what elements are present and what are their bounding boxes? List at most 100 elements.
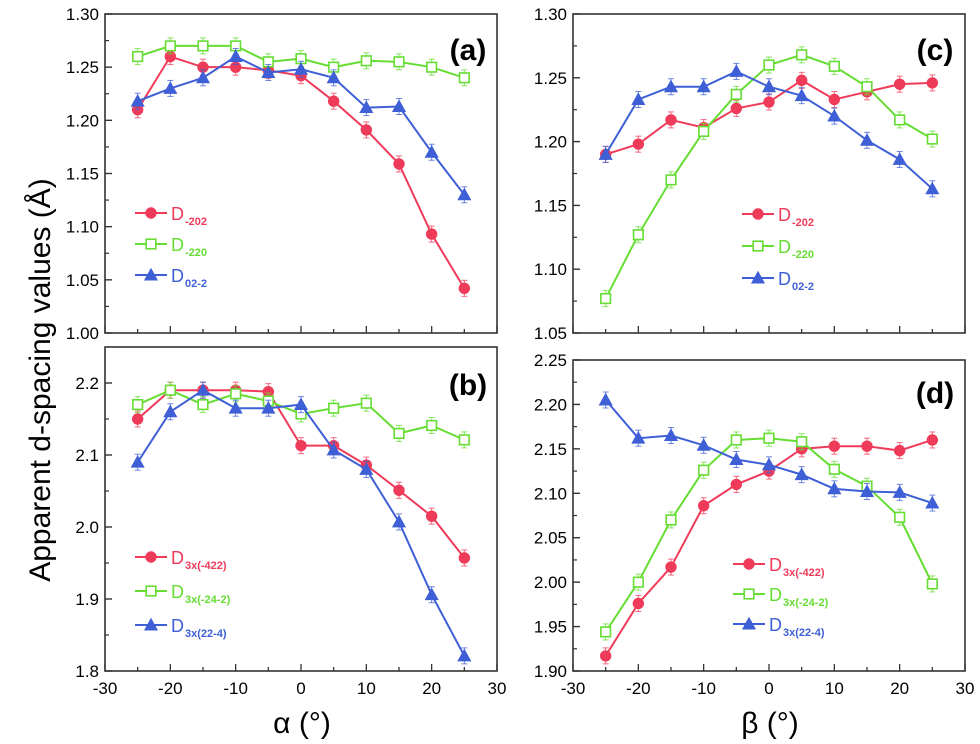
data-point <box>761 79 777 93</box>
x-tick-label: 10 <box>357 679 376 698</box>
panel-label: (b) <box>449 369 487 402</box>
data-point <box>697 500 710 512</box>
data-point <box>663 79 679 93</box>
data-point <box>828 440 841 452</box>
data-point <box>828 93 841 106</box>
data-point <box>360 55 372 67</box>
legend-entry: D 3x(22-4) <box>135 616 227 640</box>
data-point <box>632 138 645 150</box>
data-point <box>230 388 242 400</box>
data-point <box>425 228 438 240</box>
y-tick-label: 1.30 <box>534 5 567 24</box>
series-green <box>600 429 938 641</box>
legend-subscript: 02-2 <box>792 281 814 293</box>
x-tick-label: 0 <box>296 679 305 698</box>
data-point <box>295 439 307 452</box>
data-point <box>665 514 677 526</box>
data-point <box>796 436 808 448</box>
data-point <box>730 478 743 491</box>
legend-entry: D 3x(-24-2) <box>135 582 231 606</box>
data-point <box>665 174 677 186</box>
y-tick-label: 1.20 <box>534 133 567 152</box>
x-tick-label: 20 <box>422 679 441 698</box>
data-point <box>828 60 840 72</box>
data-point <box>894 114 906 126</box>
y-tick-label: 2.10 <box>534 484 567 503</box>
y-tick-label: 1.20 <box>66 111 99 130</box>
legend-label: D <box>769 555 782 575</box>
legend-subscript: 02-2 <box>185 278 207 290</box>
data-point <box>261 400 276 414</box>
panel-label: (c) <box>917 34 954 67</box>
y-tick-label: 1.10 <box>534 260 567 279</box>
panel-label: (d) <box>916 377 954 410</box>
x-tick-label: -10 <box>691 679 716 698</box>
data-point <box>293 62 309 75</box>
data-point <box>360 397 372 409</box>
x-tick-label: 0 <box>764 679 773 698</box>
data-point <box>424 145 439 158</box>
y-tick-label: 1.10 <box>66 218 99 237</box>
data-point <box>861 440 873 452</box>
legend-label: D <box>778 205 791 225</box>
legend-label: D <box>171 616 184 636</box>
y-tick-label: 1.25 <box>534 69 567 88</box>
series-line <box>604 399 933 505</box>
data-point <box>195 382 211 396</box>
data-point <box>132 398 144 411</box>
legend-label: D <box>769 615 782 635</box>
legend-label: D <box>778 237 791 257</box>
legend-label: D <box>769 585 782 605</box>
legend-subscript: 3x(-422) <box>185 560 227 572</box>
legend-entry: D -202 <box>742 205 814 229</box>
data-point <box>130 454 145 468</box>
series-green <box>132 37 470 87</box>
data-point <box>458 434 470 446</box>
y-tick-label: 2.1 <box>75 446 99 465</box>
data-point <box>698 464 710 476</box>
legend-subscript: 3x(-422) <box>783 567 825 579</box>
data-point <box>730 88 742 100</box>
legend-subscript: 3x(22-4) <box>185 628 227 640</box>
data-point <box>795 74 808 87</box>
data-point <box>665 561 677 573</box>
panel-d: 1.90 1.95 2.00 2.05 2.10 2.15 2.20 2.25 -30 -20 -1… <box>534 351 975 698</box>
x-tick-label: 10 <box>825 679 844 698</box>
y-tick-label: 1.00 <box>66 324 99 343</box>
series-blue <box>598 391 940 512</box>
y-tick-label: 2.2 <box>75 374 99 393</box>
legend-marker <box>143 267 159 281</box>
legend-subscript: -220 <box>792 249 814 261</box>
data-point <box>326 442 341 456</box>
data-point <box>163 81 178 94</box>
legend-subscript: -202 <box>792 217 814 229</box>
data-point <box>763 96 775 108</box>
legend-marker <box>750 270 766 284</box>
data-point <box>631 430 646 444</box>
data-point <box>293 397 309 411</box>
data-point <box>730 434 742 446</box>
legend-entry: D 3x(-24-2) <box>733 585 829 609</box>
data-point <box>197 40 209 52</box>
data-point <box>926 434 939 446</box>
data-point <box>926 578 938 590</box>
y-tick-label: 1.8 <box>75 662 99 681</box>
y-tick-label: 2.20 <box>534 395 567 414</box>
data-point <box>827 481 842 495</box>
data-point <box>393 484 405 496</box>
data-point <box>698 125 710 137</box>
legend-entry: D -220 <box>742 237 814 261</box>
legend-marker <box>145 585 157 597</box>
panel-b: 1.81.92.02.12.2-30 -20 -10 0 10 20 30D 3x(-422)… <box>75 346 506 698</box>
data-point <box>131 413 144 425</box>
data-point <box>763 59 775 71</box>
legend-subscript: -202 <box>185 216 207 228</box>
data-point <box>393 158 405 170</box>
legend-marker <box>145 238 157 250</box>
legend-entry: D -220 <box>135 235 207 259</box>
y-tick-label: 2.00 <box>534 573 567 592</box>
y-tick-label: 1.95 <box>534 618 567 637</box>
legend-marker <box>752 208 764 220</box>
data-point <box>926 133 938 145</box>
